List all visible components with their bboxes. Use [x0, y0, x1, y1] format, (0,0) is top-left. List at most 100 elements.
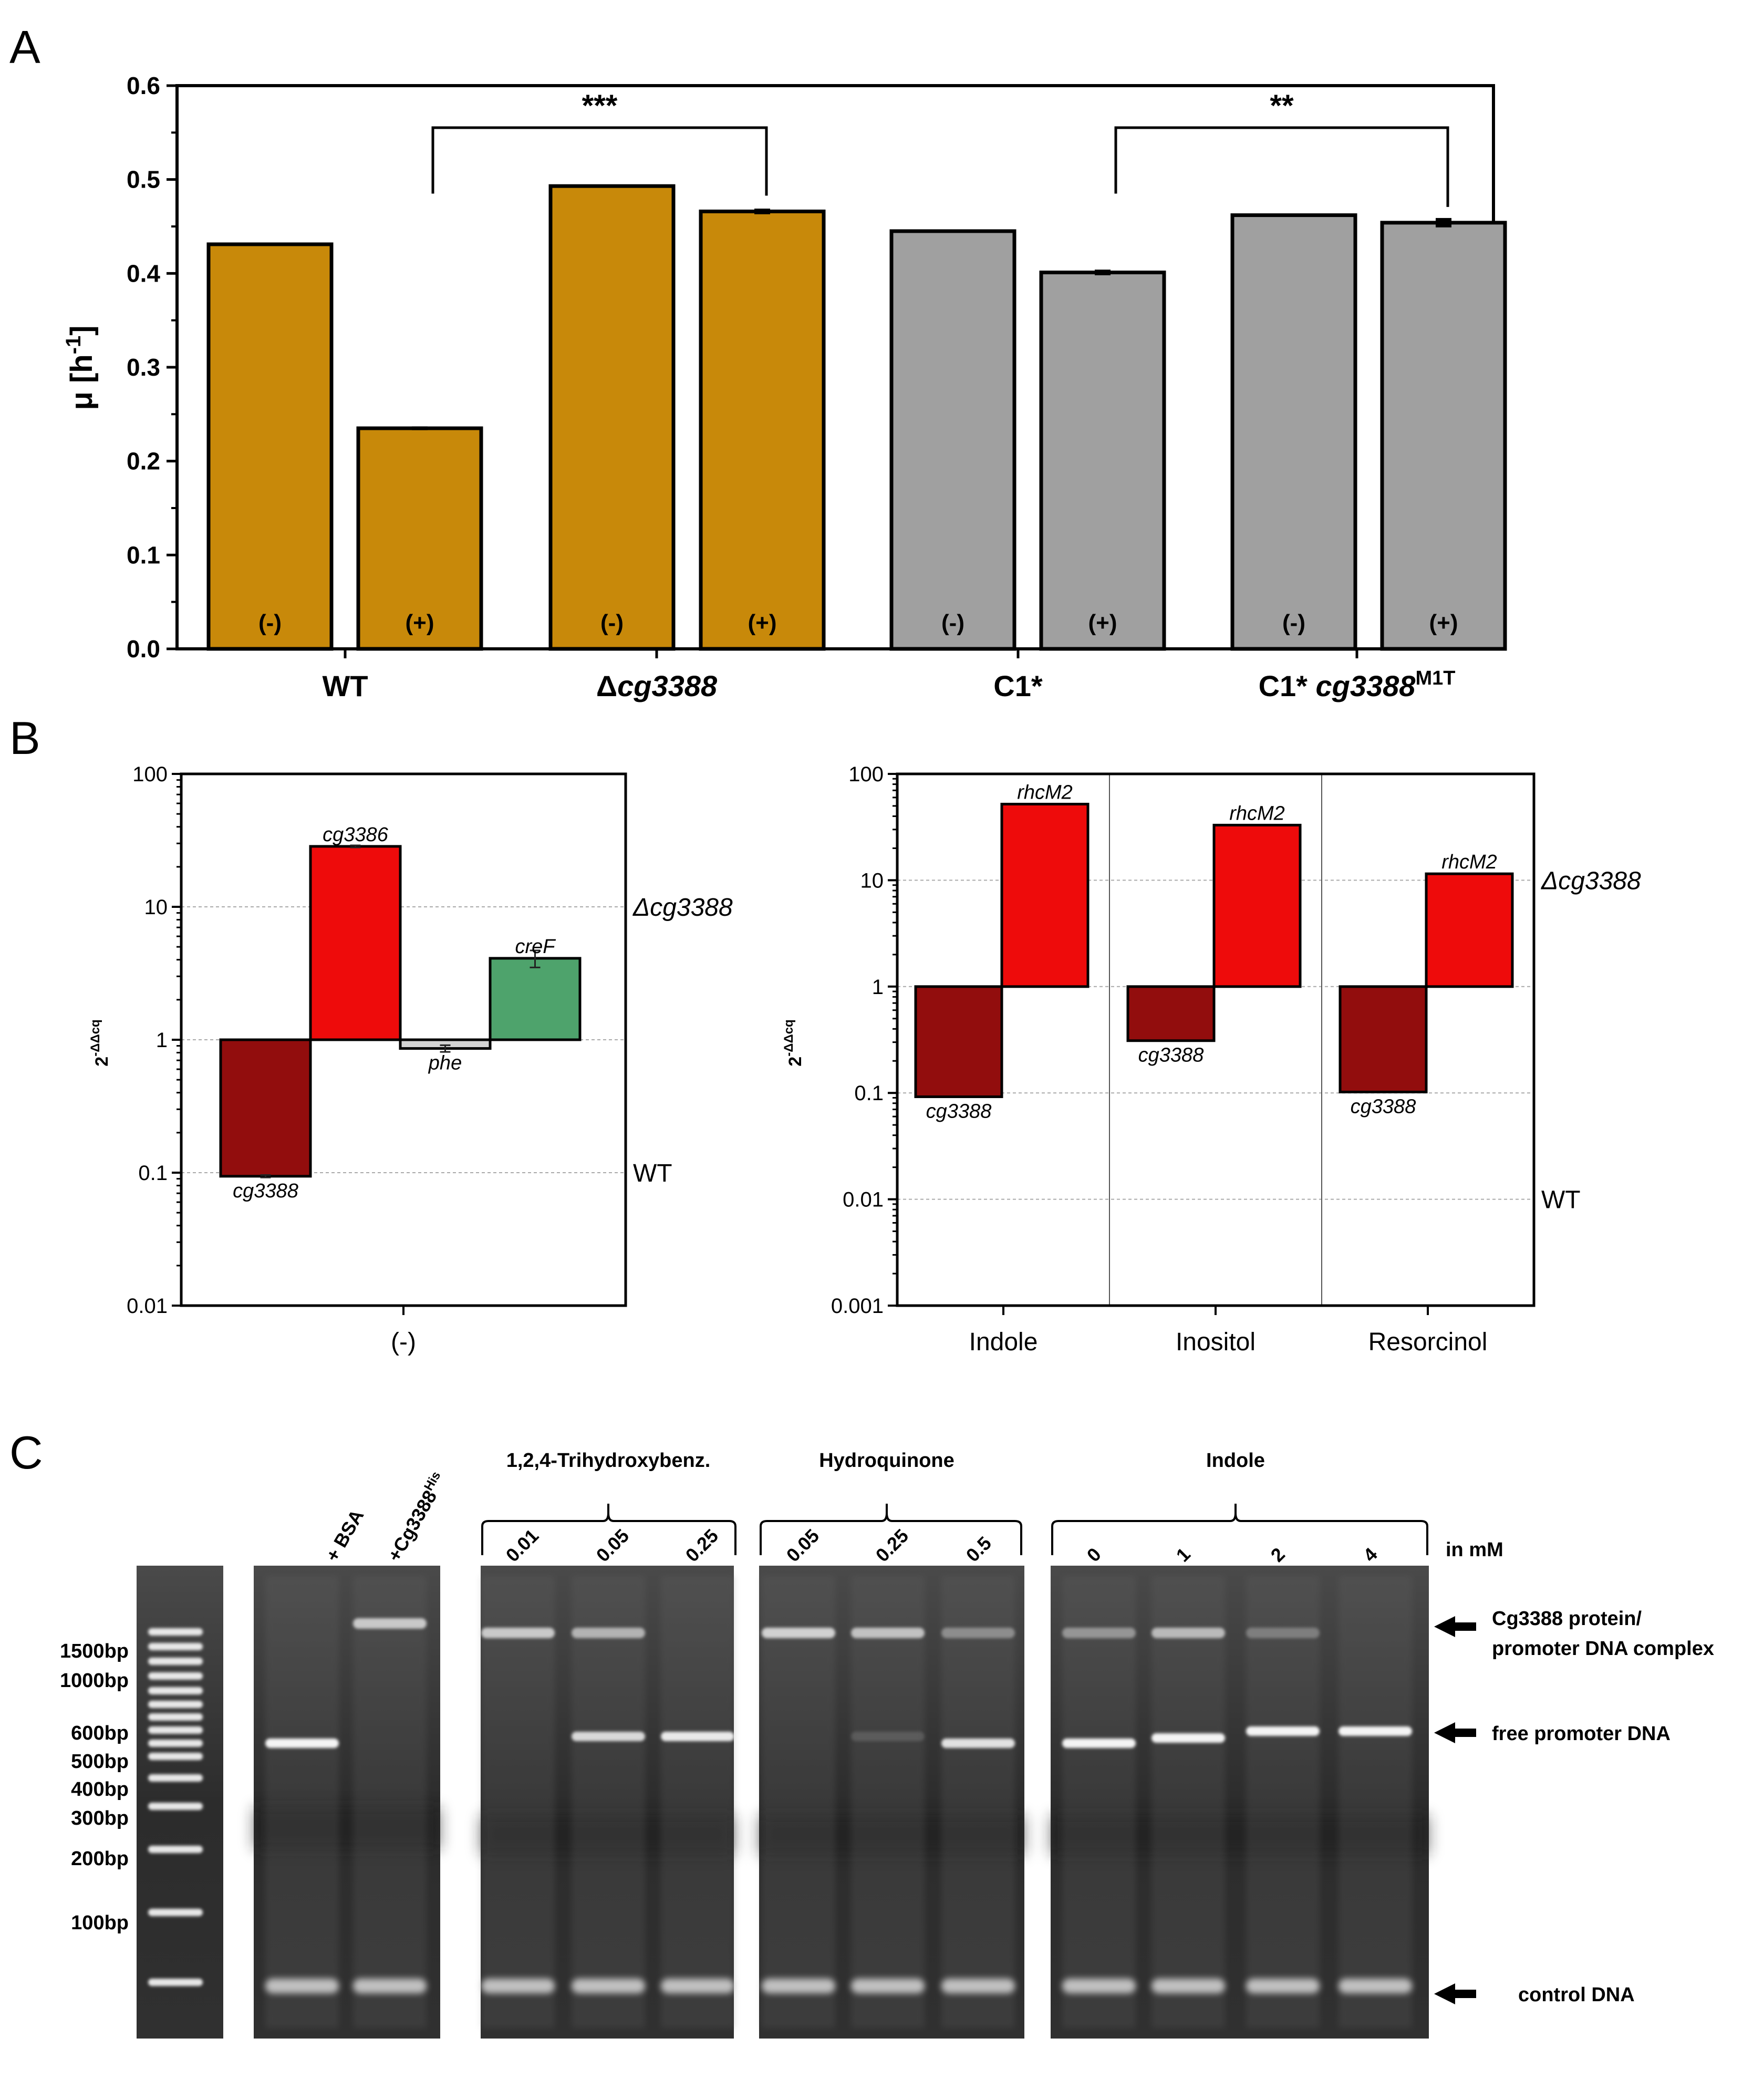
free-dna-band — [572, 1732, 645, 1741]
ladder-label: 200bp — [71, 1848, 129, 1870]
annotation-control-dna: control DNA — [1518, 1984, 1635, 2006]
emsa-gel-figure: 1500bp1000bp600bp500bp400bp300bp200bp100… — [60, 1450, 1714, 2039]
control-dna-band — [762, 1979, 835, 1993]
concentration-label: 1 — [1172, 1544, 1195, 1566]
control-dna-band — [1151, 1979, 1225, 1993]
gene-label: cg3388 — [1138, 1044, 1204, 1067]
chart-bl-x-label: (-) — [391, 1328, 416, 1356]
y-tick-label: 10 — [144, 896, 168, 919]
control-dna-band — [941, 1979, 1015, 1993]
ladder-gel — [137, 1566, 223, 2039]
concentration-label: 0.05 — [782, 1525, 824, 1566]
complex-band — [1062, 1628, 1136, 1638]
gene-label: cg3388 — [926, 1101, 992, 1123]
error-bar — [1436, 218, 1451, 227]
ladder-band — [148, 1713, 203, 1721]
growth-rate-chart: 0.0 0.1 0.2 0.3 0.4 0.5 0.6 (-) (+) (-) (+) (-) (+)… — [62, 72, 1507, 702]
category-label: Inositol — [1176, 1328, 1256, 1356]
concentration-label: 0.25 — [681, 1525, 723, 1566]
bar-rhcM2-resorcinol — [1425, 872, 1514, 988]
control-dna-band — [572, 1979, 645, 1993]
side-label: Δcg3388 — [632, 894, 733, 922]
y-tick-label: 0.6 — [127, 72, 160, 99]
gene-label: cg3388 — [1351, 1095, 1416, 1118]
significance-label: *** — [582, 89, 618, 123]
error-bar — [412, 426, 428, 430]
lane-smear — [1339, 1576, 1412, 2028]
y-tick-label: 1 — [156, 1029, 168, 1052]
lane-smear — [1151, 1576, 1225, 2028]
bar-4 — [889, 229, 1016, 651]
y-tick-label: 100 — [848, 763, 884, 786]
control-dna-band — [851, 1979, 925, 1993]
chart-br-y-axis: 0.001 0.01 0.1 1 10 100 — [831, 763, 897, 1318]
y-tick-label: 0.1 — [138, 1162, 168, 1185]
annotation-free-dna: free promoter DNA — [1492, 1723, 1671, 1745]
bar-rhcM2-indole — [1000, 802, 1090, 988]
ladder-band — [148, 1909, 203, 1916]
bar-2 — [548, 184, 676, 651]
y-tick-label: 0.5 — [127, 166, 160, 193]
chart-a-significance: *** ** — [431, 89, 1449, 207]
control-dna-band — [1246, 1979, 1320, 1993]
y-tick-label: 100 — [132, 763, 168, 786]
lane-smear — [941, 1576, 1015, 2028]
concentration-label: 0.05 — [592, 1525, 634, 1566]
gene-label: rhcM2 — [1229, 802, 1285, 824]
arrow-control-dna-icon — [1434, 1983, 1476, 2004]
concentration-label: 4 — [1359, 1544, 1382, 1566]
control-dna-band — [1339, 1979, 1412, 1993]
ladder-band — [148, 1687, 203, 1694]
lane-smear — [265, 1576, 339, 2028]
free-dna-band — [1246, 1726, 1320, 1736]
free-dna-band — [661, 1732, 734, 1741]
concentration-label: 0 — [1083, 1544, 1105, 1566]
ladder-band — [148, 1846, 203, 1853]
ladder-labels: 1500bp 1000bp 600bp 500bp 400bp 300bp 200bp 100… — [60, 1640, 129, 1934]
category-label: Indole — [969, 1328, 1038, 1356]
compound-label-trihydroxybenzene: 1,2,4-Trihydroxybenz. — [506, 1450, 711, 1472]
control-dna-band — [661, 1979, 734, 1993]
chart-br-x-axis: Indole Inositol Resorcinol — [969, 1306, 1487, 1356]
bar-cg3388 — [219, 1038, 312, 1178]
lane-smear — [1246, 1576, 1320, 2028]
ladder-band — [148, 1774, 203, 1782]
y-tick-label: 0.1 — [854, 1082, 884, 1105]
bar-0 — [206, 242, 334, 651]
lane-label-cg3388his: +Cg3388His — [382, 1469, 451, 1565]
concentration-label: 2 — [1267, 1544, 1289, 1566]
chart-a-y-axis: 0.0 0.1 0.2 0.3 0.4 0.5 0.6 — [127, 72, 177, 663]
bar-cg3386 — [309, 845, 402, 1041]
panel-letter-c: C — [9, 1426, 43, 1478]
lane-label-bsa: + BSA — [321, 1506, 368, 1565]
compound-label-hydroquinone: Hydroquinone — [819, 1450, 954, 1472]
chart-br-y-label: 2-ΔΔcq — [782, 1019, 805, 1066]
complex-band — [941, 1628, 1015, 1638]
gene-label: cg3388 — [233, 1180, 298, 1202]
chart-br-side-labels: Δcg3388 WT — [1541, 867, 1641, 1214]
ladder-label: 100bp — [71, 1912, 129, 1934]
error-bar — [754, 209, 770, 214]
chart-a-bars: (-) (+) (-) (+) (-) (+) (-) (+) — [206, 184, 1507, 651]
ladder-band — [148, 1658, 203, 1665]
chart-a-y-label: μ [h-1] — [62, 325, 99, 410]
bar-condition-label: (-) — [600, 610, 624, 636]
free-dna-band — [1062, 1739, 1136, 1748]
bar-condition-label: (+) — [1429, 610, 1458, 636]
ladder-band — [148, 1643, 203, 1650]
x-label-delta-cg3388: Δcg3388 — [596, 669, 718, 702]
free-dna-band — [941, 1739, 1015, 1748]
side-label: WT — [1541, 1186, 1581, 1214]
complex-band — [353, 1618, 427, 1629]
concentration-label: 0.5 — [962, 1532, 995, 1566]
ladder-label: 600bp — [71, 1722, 129, 1744]
y-tick-label: 0.1 — [127, 541, 160, 568]
bar-condition-label: (-) — [258, 610, 282, 636]
ladder-band — [148, 1803, 203, 1810]
y-tick-label: 0.01 — [843, 1188, 884, 1212]
ladder-label: 500bp — [71, 1751, 129, 1773]
complex-band — [481, 1628, 555, 1638]
free-dna-band — [1151, 1733, 1225, 1743]
expression-chart-control: cg3388 cg3386 phe creF 0.01 0.1 1 10 100 (-) 2-… — [88, 763, 733, 1356]
